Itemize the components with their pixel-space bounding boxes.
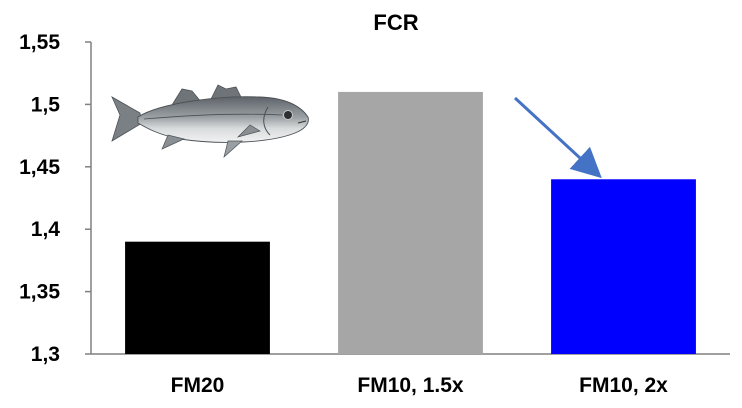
y-tick-label: 1,55 bbox=[19, 31, 60, 54]
chart-title: FCR bbox=[373, 10, 418, 35]
annotation-arrow bbox=[513, 96, 602, 179]
bar-3 bbox=[551, 179, 696, 354]
y-tick-label: 1,35 bbox=[19, 281, 60, 304]
category-label: FM20 bbox=[171, 374, 225, 397]
y-tick-label: 1,4 bbox=[31, 218, 61, 241]
category-label: FM10, 1.5x bbox=[357, 374, 464, 397]
bar-1 bbox=[125, 241, 270, 354]
fish-illustration bbox=[111, 84, 309, 159]
bar-2 bbox=[338, 91, 483, 355]
bars bbox=[125, 91, 696, 355]
category-labels: FM20 FM10, 1.5x FM10, 2x bbox=[171, 374, 669, 397]
y-tick-label: 1,45 bbox=[19, 156, 60, 179]
y-tick-label: 1,3 bbox=[31, 343, 60, 366]
category-label: FM10, 2x bbox=[579, 374, 668, 397]
y-tick-label: 1,5 bbox=[31, 93, 61, 116]
y-tick-labels: 1,3 1,35 1,4 1,45 1,5 1,55 bbox=[19, 31, 91, 366]
